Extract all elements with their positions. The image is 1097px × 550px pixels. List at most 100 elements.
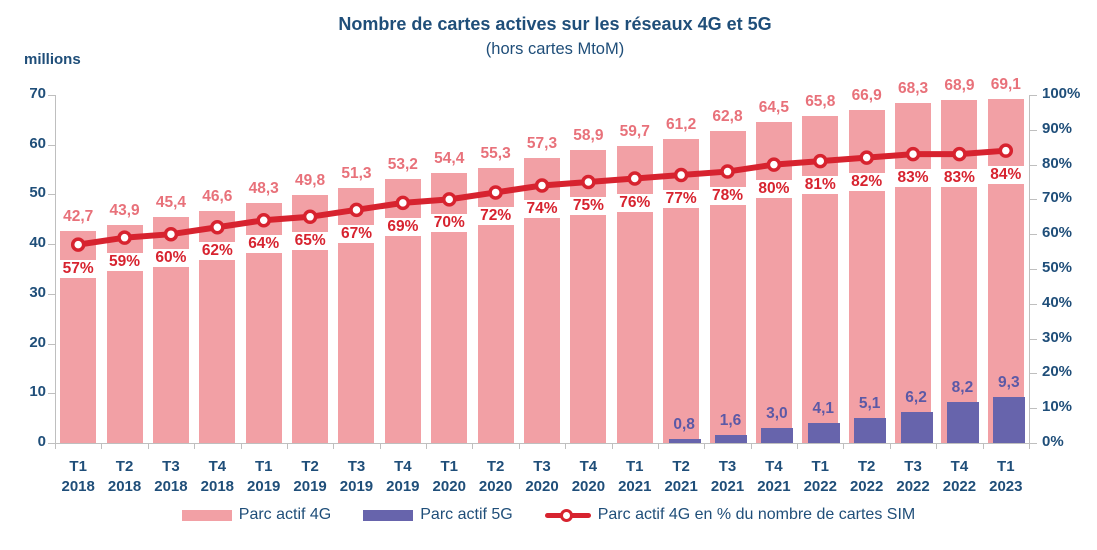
bar-label-5g: 5,1 — [858, 394, 881, 412]
right-axis-tick — [1030, 373, 1037, 375]
right-axis-tick-label: 90% — [1042, 119, 1073, 137]
x-axis-label: T1 2018 — [46, 457, 110, 497]
x-axis-label: T2 2018 — [93, 457, 157, 497]
x-axis-label-line: 2019 — [293, 478, 327, 495]
right-axis-tick-label: 0% — [1042, 433, 1064, 450]
left-axis-tick — [48, 144, 55, 146]
trend-point — [998, 143, 1014, 158]
right-axis-tick-label: 40% — [1042, 293, 1073, 311]
x-axis-tick — [982, 443, 984, 449]
trend-point — [395, 195, 411, 211]
trend-point — [859, 150, 874, 165]
bar-label-4g: 51,3 — [341, 164, 372, 182]
chart-title: Nombre de cartes actives sur les réseaux… — [338, 14, 772, 34]
right-axis-tick-label: 10% — [1042, 398, 1073, 416]
x-axis-label-line: T1 — [625, 458, 644, 475]
x-axis-label: T3 2020 — [510, 457, 574, 497]
legend-label: Parc actif 4G — [238, 506, 332, 523]
x-axis-label-line: 2021 — [618, 478, 652, 495]
x-axis-label-line: 2020 — [525, 478, 559, 495]
right-axis-tick — [1030, 408, 1037, 410]
trend-point — [673, 167, 689, 183]
bar-label-5g: 0,8 — [673, 416, 695, 434]
legend-label: Parc actif 4G en % du nombre de cartes S… — [597, 506, 916, 523]
pct-label: 82% — [848, 172, 886, 191]
x-axis-label-line: 2018 — [154, 478, 188, 495]
x-axis-label-line: T3 — [347, 458, 366, 475]
x-axis-label: T3 2021 — [696, 457, 760, 497]
x-axis-tick — [240, 443, 242, 449]
x-axis-tick — [101, 443, 103, 449]
trend-point — [210, 219, 225, 235]
right-axis-tick-label: 30% — [1042, 328, 1073, 346]
x-axis-label-line: T2 — [672, 458, 690, 475]
pct-label: 67% — [337, 224, 375, 243]
legend-swatch-bar-5g-icon — [363, 509, 414, 521]
bar-5g — [993, 396, 1026, 443]
pct-label: 76% — [616, 193, 654, 212]
right-axis-tick — [1030, 303, 1037, 305]
x-axis-label-line: 2020 — [571, 478, 606, 495]
x-axis-tick — [194, 443, 196, 449]
trend-point — [534, 178, 550, 193]
legend-marker-icon — [559, 508, 573, 522]
bar-label-5g: 6,2 — [905, 389, 927, 407]
pct-label: 78% — [709, 186, 747, 205]
chart-subtitle: (hors cartes MtoM) — [485, 40, 625, 58]
x-axis-label-line: T3 — [904, 458, 922, 475]
trend-line-svg — [70, 143, 1014, 252]
x-axis-label-line: 2022 — [942, 478, 977, 495]
x-axis-label-line: T1 — [811, 458, 830, 475]
bar-label-4g: 46,6 — [202, 188, 233, 206]
pct-label: 57% — [59, 259, 97, 278]
x-axis-tick — [565, 443, 567, 449]
bar-label-4g: 43,9 — [109, 201, 140, 219]
x-axis-label-line: T4 — [765, 458, 783, 475]
trend-point — [302, 209, 318, 225]
pct-label: 74% — [523, 200, 561, 219]
bar-5g — [854, 417, 887, 443]
pct-label: 72% — [477, 207, 515, 226]
trend-point — [488, 185, 503, 200]
pct-label: 84% — [987, 165, 1025, 184]
x-axis-label: T3 2019 — [324, 457, 388, 497]
x-axis-label-line: T4 — [579, 458, 598, 475]
bar-label-4g: 58,9 — [573, 127, 604, 145]
left-axis-tick — [48, 95, 55, 96]
bar-label-4g: 66,9 — [851, 87, 882, 105]
bar-4g — [848, 110, 885, 443]
right-axis-tick — [1030, 129, 1037, 131]
bar-label-4g: 45,4 — [155, 194, 187, 212]
x-axis-label-line: 2018 — [61, 478, 95, 495]
pct-label: 64% — [245, 235, 283, 254]
x-axis-label-line: T1 — [69, 458, 87, 475]
legend: Parc actif 4G Parc actif 5G Parc actif 4G … — [0, 506, 1097, 524]
trend-point — [581, 174, 596, 190]
bar-label-5g: 4,1 — [812, 399, 835, 417]
pct-label: 80% — [755, 179, 793, 198]
right-axis-tick-label: 50% — [1042, 259, 1073, 276]
legend-item: Parc actif 5G — [363, 506, 513, 524]
x-axis-label-line: T2 — [857, 458, 876, 475]
left-axis-tick-label: 0 — [37, 433, 46, 450]
x-axis-label-line: 2018 — [200, 478, 235, 495]
legend-item: Parc actif 4G en % du nombre de cartes S… — [544, 506, 916, 524]
trend-point — [627, 171, 643, 186]
trend-point — [163, 226, 179, 242]
left-axis-tick — [48, 244, 55, 246]
pct-label: 83% — [894, 169, 932, 188]
right-axis-tick-label: 100% — [1042, 85, 1081, 102]
x-axis-label: T3 2018 — [139, 457, 203, 497]
legend-swatch-bar-4g-icon — [181, 509, 232, 521]
right-axis-tick-label: 60% — [1042, 224, 1073, 242]
x-axis-tick — [843, 443, 845, 449]
bar-label-4g: 68,9 — [944, 77, 975, 95]
bar-label-4g: 62,8 — [712, 107, 743, 125]
x-axis-tick — [704, 443, 706, 449]
pct-label: 59% — [106, 252, 144, 271]
x-axis-label-line: T3 — [533, 458, 551, 475]
trend-point — [117, 230, 132, 245]
pct-label: 70% — [430, 214, 468, 233]
pct-label: 62% — [198, 242, 236, 261]
x-axis-label-line: 2021 — [757, 478, 791, 495]
